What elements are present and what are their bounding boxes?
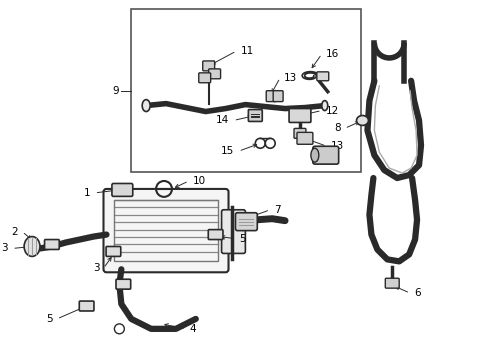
FancyBboxPatch shape <box>112 184 133 196</box>
FancyBboxPatch shape <box>103 189 228 272</box>
Text: 16: 16 <box>326 49 339 59</box>
Ellipse shape <box>357 116 368 125</box>
FancyBboxPatch shape <box>248 109 262 121</box>
Text: 3: 3 <box>93 263 99 273</box>
FancyBboxPatch shape <box>385 278 399 288</box>
Text: 5: 5 <box>46 314 53 324</box>
Text: 11: 11 <box>241 46 254 56</box>
Text: 13: 13 <box>331 141 344 151</box>
FancyBboxPatch shape <box>297 132 313 144</box>
FancyBboxPatch shape <box>289 109 311 122</box>
Text: 14: 14 <box>216 116 229 126</box>
FancyBboxPatch shape <box>209 69 221 79</box>
Text: 9: 9 <box>113 86 120 96</box>
FancyBboxPatch shape <box>313 146 339 164</box>
Text: 10: 10 <box>193 176 206 186</box>
Text: 1: 1 <box>84 188 91 198</box>
Text: 6: 6 <box>414 288 421 298</box>
Ellipse shape <box>142 100 150 112</box>
FancyBboxPatch shape <box>116 279 131 289</box>
FancyBboxPatch shape <box>79 301 94 311</box>
FancyBboxPatch shape <box>221 210 245 253</box>
Text: 4: 4 <box>190 324 196 334</box>
FancyBboxPatch shape <box>203 61 215 71</box>
FancyBboxPatch shape <box>266 91 276 102</box>
FancyBboxPatch shape <box>273 91 283 102</box>
Text: 15: 15 <box>221 146 235 156</box>
Text: 5: 5 <box>240 234 246 244</box>
Text: 13: 13 <box>284 73 297 83</box>
FancyBboxPatch shape <box>236 213 257 231</box>
FancyBboxPatch shape <box>45 239 59 249</box>
Text: 2: 2 <box>12 226 18 237</box>
Text: 12: 12 <box>326 105 339 116</box>
Bar <box>131 9 362 172</box>
Text: 8: 8 <box>334 123 341 134</box>
Ellipse shape <box>322 100 328 111</box>
Text: 7: 7 <box>274 205 281 215</box>
Text: 3: 3 <box>1 243 8 253</box>
FancyBboxPatch shape <box>294 129 306 138</box>
Bar <box>114 200 218 261</box>
FancyBboxPatch shape <box>199 73 211 83</box>
Ellipse shape <box>311 148 319 162</box>
FancyBboxPatch shape <box>208 230 223 239</box>
FancyBboxPatch shape <box>317 72 329 81</box>
Ellipse shape <box>24 237 40 256</box>
FancyBboxPatch shape <box>106 247 121 256</box>
